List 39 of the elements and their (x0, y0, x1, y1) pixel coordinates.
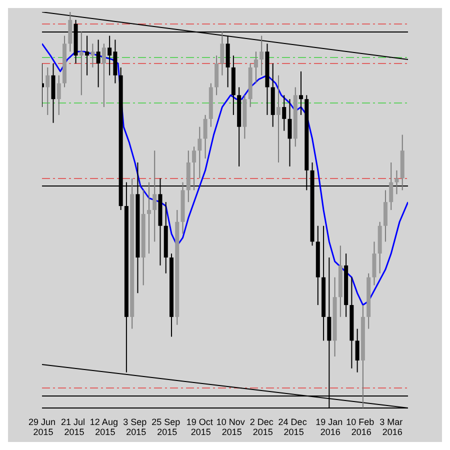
candlestick (282, 94, 286, 132)
x-tick-label: 12 Aug 2015 (90, 417, 118, 437)
candlestick (90, 43, 95, 68)
candlestick (260, 35, 264, 76)
x-tick-label: 3 Mar 2016 (380, 417, 403, 437)
x-tick-label: 21 Jul 2015 (60, 417, 85, 437)
x-tick-label: 10 Nov 2015 (216, 417, 246, 437)
candlestick (192, 146, 196, 191)
x-tick-label: 24 Dec 2015 (278, 417, 308, 437)
candlestick (51, 62, 56, 124)
candlestick (389, 162, 394, 210)
x-tick-label: 25 Sep 2015 (152, 417, 180, 437)
candlestick (96, 39, 100, 88)
candlestick (198, 126, 202, 179)
candlestick (79, 31, 84, 96)
candlestick (288, 98, 292, 167)
x-tick-label: 2 Dec 2015 (250, 417, 274, 437)
candlestick (102, 43, 106, 108)
candlestick (46, 66, 50, 116)
candlestick (299, 70, 304, 116)
candlestick (152, 150, 157, 242)
x-tick-label: 19 Oct 2015 (186, 417, 214, 437)
x-tick-label: 3 Sep 2015 (123, 417, 147, 437)
candlestick (214, 55, 219, 96)
x-tick-label: 19 Jan 2016 (316, 417, 343, 437)
candlestick (56, 74, 61, 116)
candlestick (254, 51, 258, 84)
candlestick (68, 12, 72, 52)
candlestick (383, 190, 388, 242)
x-tick-label: 29 Jun 2015 (28, 417, 56, 437)
candlestick (372, 241, 376, 286)
candlestick (276, 74, 280, 163)
candlestick (85, 35, 90, 76)
candlestick (355, 328, 360, 373)
candlestick (146, 182, 151, 254)
x-tick-label: 10 Feb 2016 (346, 417, 374, 437)
candlestick (203, 114, 208, 160)
candlestick (394, 170, 399, 195)
candlestick (220, 31, 224, 76)
